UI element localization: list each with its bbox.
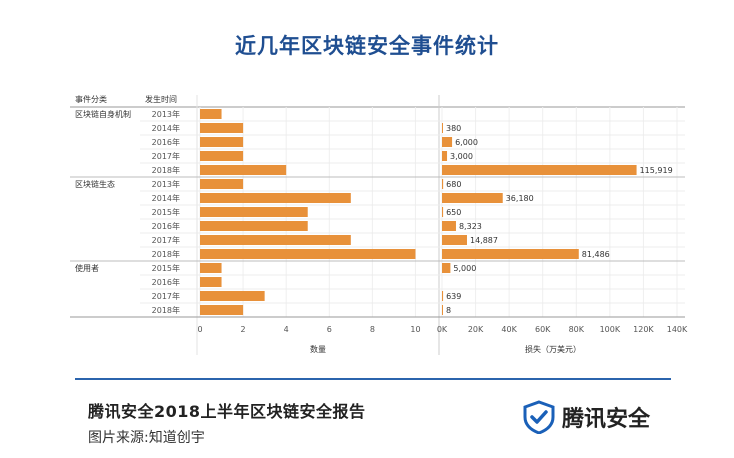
loss-value-label: 3,000 [450,152,473,161]
loss-bar [442,221,456,231]
brand-name: 腾讯安全 [562,407,651,432]
loss-bar [442,207,444,217]
count-bar [200,249,416,259]
count-bar [200,109,222,119]
group-label: 使用者 [75,263,99,273]
footer-divider [75,378,671,380]
loss-bar [442,151,448,161]
count-bar [200,123,244,133]
loss-value-label: 115,919 [640,166,673,175]
count-bar [200,291,265,301]
loss-value-label: 5,000 [453,264,476,273]
loss-bar [442,137,453,147]
year-label: 2017年 [152,235,180,245]
count-tick-label: 4 [284,325,289,334]
count-bar [200,305,244,315]
count-bar [200,151,244,161]
row-header-category: 事件分类 [75,94,107,104]
year-label: 2013年 [152,109,180,119]
loss-axis-title: 损失（万美元） [525,344,581,354]
count-bar [200,277,222,287]
count-tick-label: 8 [370,325,375,334]
loss-value-label: 6,000 [455,138,478,147]
chart-title: 近几年区块链安全事件统计 [235,34,499,58]
year-label: 2017年 [152,151,180,161]
count-bar [200,179,244,189]
tencent-shield-icon [523,400,555,434]
group-label: 区块链生态 [75,179,115,189]
loss-value-label: 380 [446,124,461,133]
loss-bar [442,291,444,301]
loss-tick-label: 40K [501,325,517,334]
loss-value-label: 8,323 [459,222,482,231]
year-label: 2015年 [152,207,180,217]
count-bar [200,193,351,203]
count-bar [200,263,222,273]
loss-value-label: 36,180 [506,194,534,203]
loss-value-label: 639 [446,292,461,301]
loss-bar [442,235,467,245]
loss-bar [442,165,637,175]
loss-bar [442,123,443,133]
report-title: 腾讯安全2018上半年区块链安全报告 [88,402,366,421]
count-tick-label: 6 [327,325,332,334]
loss-value-label: 81,486 [582,250,610,259]
year-label: 2018年 [152,249,180,259]
year-label: 2016年 [152,221,180,231]
count-tick-label: 2 [241,325,246,334]
loss-tick-label: 0K [437,325,448,334]
loss-value-label: 650 [446,208,461,217]
count-bar [200,165,287,175]
count-bar [200,207,308,217]
year-label: 2017年 [152,291,180,301]
loss-tick-label: 140K [667,325,688,334]
count-bar [200,137,244,147]
image-source: 图片来源:知道创宇 [88,430,205,446]
brand-logo: 腾讯安全 [522,400,650,434]
loss-value-label: 14,887 [470,236,498,245]
loss-tick-label: 80K [569,325,585,334]
count-bar [200,235,351,245]
loss-value-label: 8 [446,306,451,315]
row-header-year: 发生时间 [145,94,177,104]
loss-value-label: 680 [446,180,461,189]
year-label: 2013年 [152,179,180,189]
loss-bar [442,249,579,259]
year-label: 2014年 [152,123,180,133]
loss-bar [442,179,444,189]
count-bar [200,221,308,231]
year-label: 2016年 [152,277,180,287]
year-label: 2015年 [152,263,180,273]
year-label: 2014年 [152,193,180,203]
loss-bar [442,193,503,203]
loss-tick-label: 20K [468,325,484,334]
count-tick-label: 10 [410,325,420,334]
year-label: 2016年 [152,137,180,147]
count-axis-title: 数量 [310,344,326,354]
year-label: 2018年 [152,165,180,175]
loss-tick-label: 100K [600,325,621,334]
loss-bar [442,263,451,273]
loss-tick-label: 120K [633,325,654,334]
loss-bar [442,305,443,315]
loss-tick-label: 60K [535,325,551,334]
count-tick-label: 0 [197,325,202,334]
year-label: 2018年 [152,305,180,315]
group-label: 区块链自身机制 [75,109,131,119]
